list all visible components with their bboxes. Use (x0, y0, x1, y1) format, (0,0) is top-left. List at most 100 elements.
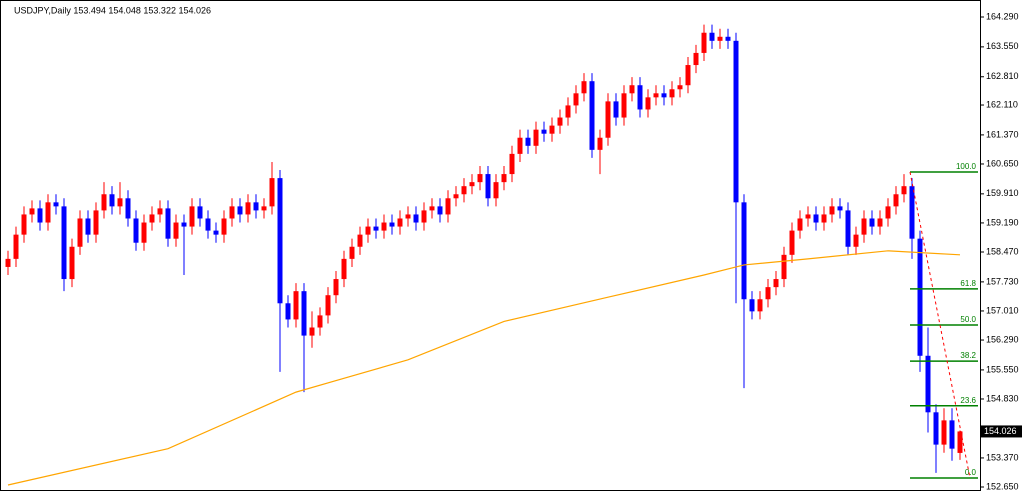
y-tick-label: 162.110 (986, 99, 1018, 109)
candle-body (869, 218, 875, 227)
candle-body (125, 198, 131, 219)
candle-body (293, 291, 299, 320)
candle-body (141, 222, 147, 243)
candle-body (701, 32, 707, 53)
candle-body (261, 206, 267, 211)
candle-body (165, 208, 171, 239)
moving-average (7, 250, 961, 486)
y-tick-label: 156.290 (986, 334, 1019, 344)
candle-body (181, 222, 187, 227)
candle-body (549, 125, 555, 134)
y-tick-label: 162.810 (986, 71, 1019, 81)
candle-body (637, 85, 643, 110)
price-box (981, 425, 1022, 438)
candle-body (877, 218, 883, 227)
candle-body (117, 198, 123, 207)
candle-body (341, 258, 347, 280)
candle-body (197, 206, 203, 219)
candle-body (93, 210, 99, 235)
candle-body (469, 182, 475, 187)
candle-body (821, 214, 827, 223)
candle-body (597, 137, 603, 150)
candle-body (45, 202, 51, 223)
candle-body (661, 93, 667, 98)
candle-body (709, 32, 715, 41)
candle-body (149, 214, 155, 223)
candle-body (37, 208, 43, 223)
candle-body (85, 218, 91, 235)
candle-body (917, 238, 923, 356)
candle-body (389, 222, 395, 227)
candle-body (69, 246, 75, 280)
candle-body (861, 218, 867, 235)
candle-body (797, 218, 803, 231)
plot-frame (0, 0, 981, 491)
candle-body (5, 258, 11, 267)
y-tick-label: 153.370 (986, 452, 1019, 462)
candle-body (885, 206, 891, 219)
candle-body (421, 210, 427, 223)
candle-body (941, 420, 947, 445)
candle-body (77, 218, 83, 247)
candle-body (229, 206, 235, 219)
candle-body (557, 117, 563, 126)
candle-body (669, 89, 675, 98)
candle-body (221, 218, 227, 235)
candle-body (237, 206, 243, 215)
candle-body (285, 303, 291, 320)
candle-body (525, 137, 531, 146)
y-tick-label: 157.010 (986, 305, 1019, 315)
candle-body (501, 174, 507, 183)
candle-body (509, 153, 515, 175)
candle-body (309, 327, 315, 336)
candle-body (301, 291, 307, 336)
candle-body (517, 137, 523, 154)
y-tick-label: 161.370 (986, 129, 1019, 139)
candle-body (349, 246, 355, 259)
fibo-trend (909, 171, 971, 479)
chart-title: USDJPY,Daily 153.494 154.048 153.322 154… (14, 5, 211, 15)
candle-body (253, 202, 259, 211)
candle-body (613, 101, 619, 118)
candle-body (645, 97, 651, 110)
fibo-label: 100.0 (956, 162, 977, 171)
y-tick-label: 159.190 (986, 217, 1019, 227)
candle-body (725, 36, 731, 41)
candle-body (685, 65, 691, 86)
y-tick-label: 152.650 (986, 481, 1019, 491)
candle-body (901, 186, 907, 195)
price-label: 154.026 (984, 426, 1017, 436)
candle-body (325, 295, 331, 316)
candle-body (677, 85, 683, 90)
candle-body (53, 202, 59, 207)
y-tick-label: 164.290 (986, 11, 1019, 21)
candle-body (429, 206, 435, 211)
candle-body (21, 214, 27, 235)
candle-body (573, 93, 579, 106)
candle-body (565, 105, 571, 118)
candle-body (933, 412, 939, 445)
candle-body (541, 129, 547, 134)
fibo-label: 50.0 (960, 315, 976, 324)
candle-body (853, 234, 859, 247)
candle-body (173, 222, 179, 239)
candle-body (749, 299, 755, 312)
candle-body (413, 214, 419, 223)
y-tick-label: 155.550 (986, 364, 1019, 374)
candle-body (789, 230, 795, 255)
candle-body (13, 234, 19, 259)
candle-body (109, 194, 115, 207)
candle-body (213, 230, 219, 235)
fibo-label: 61.8 (960, 279, 976, 288)
fibo-label: 38.2 (960, 351, 976, 360)
candle-body (653, 93, 659, 98)
y-tick-label: 160.650 (986, 158, 1019, 168)
candle-body (485, 174, 491, 199)
candle-body (717, 36, 723, 41)
candle-body (781, 254, 787, 280)
candle-body (909, 186, 915, 239)
candle-body (733, 40, 739, 203)
candle-body (765, 287, 771, 300)
candle-body (757, 299, 763, 312)
